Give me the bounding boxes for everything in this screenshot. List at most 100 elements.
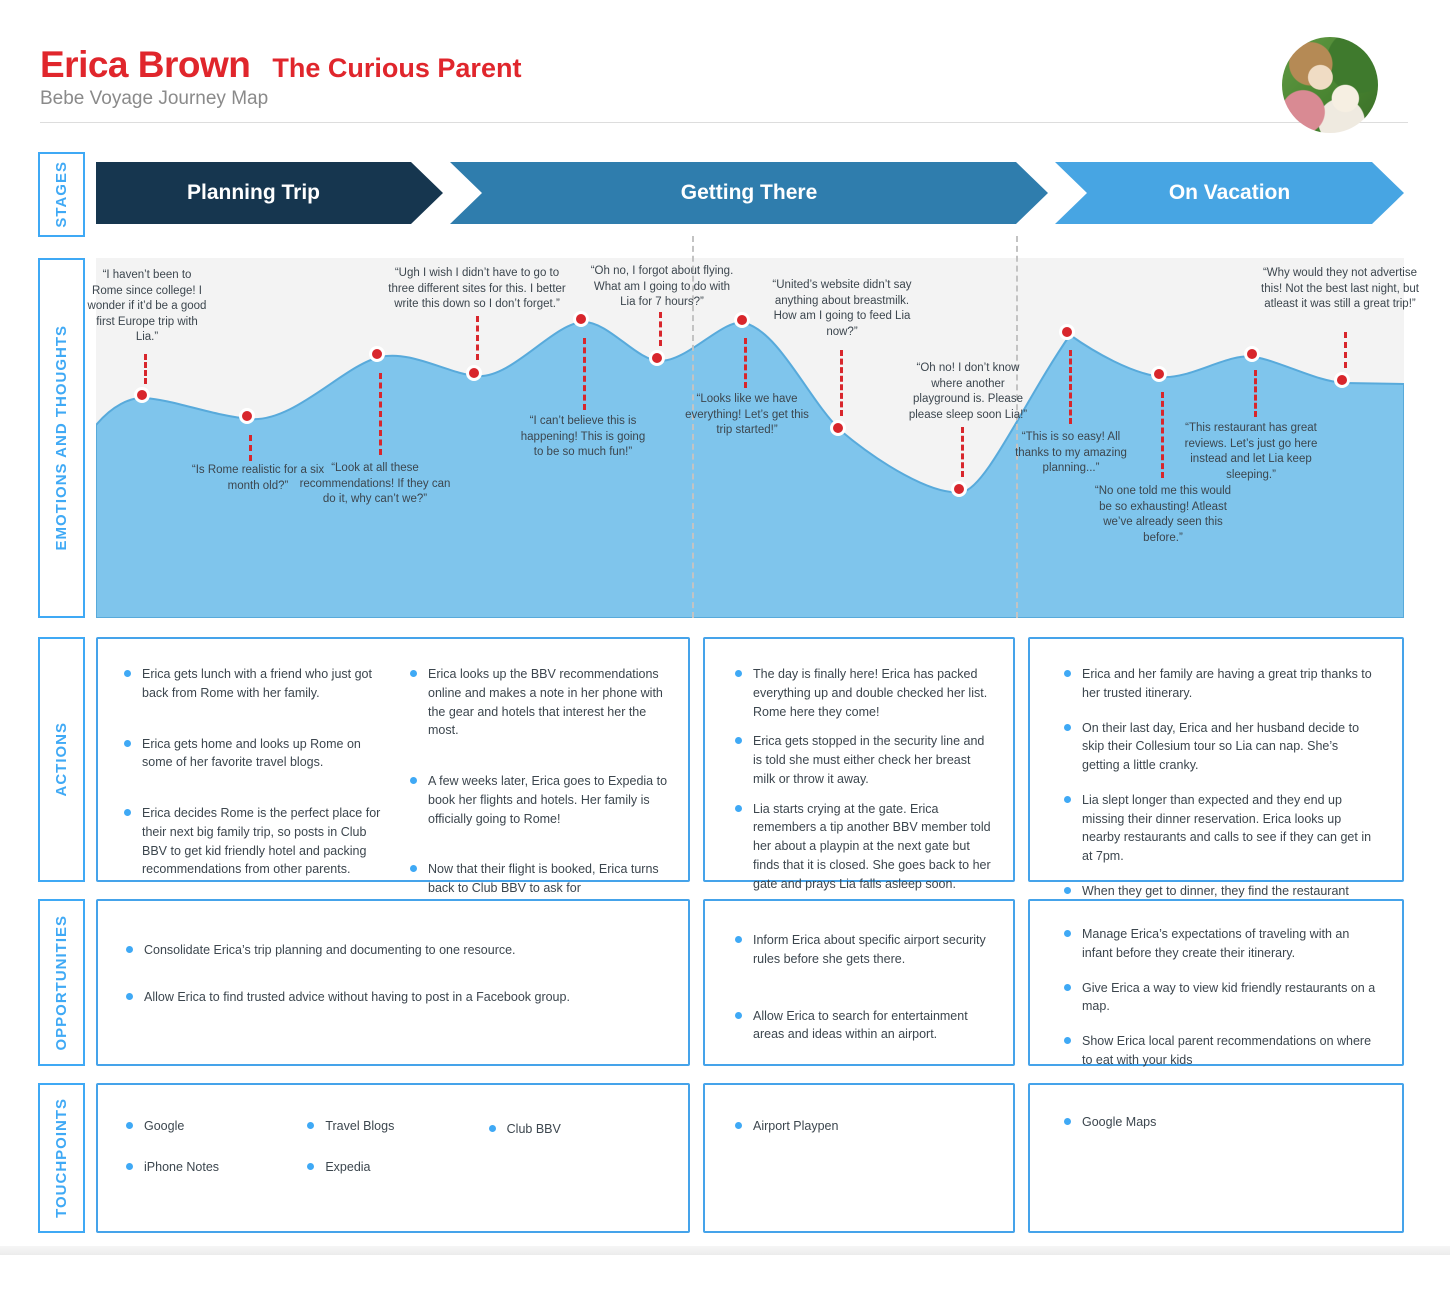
- stage-planning-trip: Planning Trip: [96, 162, 443, 224]
- bullet-icon: [488, 1125, 496, 1132]
- bullet-icon: [126, 1162, 133, 1170]
- quote-connector: [1254, 370, 1257, 417]
- opportunity-item: Give Erica a way to view kid friendly re…: [1064, 979, 1382, 1017]
- touchpoints-col: Travel Blogs Expedia: [307, 1117, 488, 1215]
- emotion-point: [239, 408, 255, 424]
- touchpoint-item: iPhone Notes: [126, 1158, 307, 1177]
- actions-on-vacation-box: Erica and her family are having a great …: [1028, 637, 1404, 935]
- actions-getting-there-box: The day is finally here! Erica has packe…: [703, 637, 1015, 891]
- emotion-point: [1151, 366, 1167, 382]
- bullet-icon: [124, 809, 131, 816]
- opportunity-item: Allow Erica to find trusted advice witho…: [126, 988, 670, 1007]
- quote-connector: [583, 338, 586, 410]
- actions-col: Erica gets lunch with a friend who just …: [124, 665, 384, 967]
- bullet-icon: [1064, 983, 1071, 991]
- emotion-point: [830, 420, 846, 436]
- actions-planning-box: Erica gets lunch with a friend who just …: [96, 637, 690, 933]
- action-item: Erica decides Rome is the perfect place …: [124, 804, 384, 879]
- emotion-quote: “This is so easy! All thanks to my amazi…: [1015, 431, 1127, 475]
- bullet-icon: [126, 992, 133, 1000]
- emotion-quote: “I haven’t been to Rome since college! I…: [87, 269, 207, 344]
- quote-connector: [1344, 332, 1347, 368]
- bullet-icon: [1064, 670, 1071, 677]
- bullet-icon: [1064, 795, 1071, 803]
- stage-boundary-line: [1016, 236, 1018, 618]
- action-item: Erica gets lunch with a friend who just …: [124, 665, 384, 703]
- action-item: A few weeks later, Erica goes to Expedia…: [410, 772, 670, 828]
- touchpoint-item: Club BBV: [488, 1120, 670, 1139]
- bullet-icon: [735, 1011, 742, 1019]
- quote-connector: [144, 354, 147, 384]
- stage-getting-there: Getting There: [450, 162, 1048, 224]
- persona-tagline: The Curious Parent: [272, 53, 522, 83]
- persona-name: Erica Brown: [40, 44, 251, 85]
- emotion-quote: “This restaurant has great reviews. Let’…: [1184, 422, 1318, 481]
- opportunity-item: Show Erica local parent recommendations …: [1064, 1032, 1382, 1070]
- bullet-icon: [735, 737, 742, 745]
- bullet-icon: [735, 804, 742, 812]
- row-label-emotions: EMOTIONS AND THOUGHTS: [38, 258, 85, 618]
- action-item: Erica looks up the BBV recommendations o…: [410, 665, 670, 740]
- quote-connector: [1161, 392, 1164, 478]
- touchpoint-item: Airport Playpen: [735, 1117, 995, 1136]
- bullet-icon: [1064, 886, 1071, 894]
- opportunity-item: Manage Erica’s expectations of traveling…: [1064, 925, 1382, 963]
- emotion-point: [1059, 324, 1075, 340]
- emotion-curve-panel: “I haven’t been to Rome since college! I…: [88, 236, 1419, 618]
- action-item: Lia slept longer than expected and they …: [1064, 791, 1378, 866]
- touchpoint-item: Google: [126, 1117, 307, 1136]
- canvas-bottom-edge: [0, 1246, 1450, 1255]
- touchpoint-item: Google Maps: [1064, 1113, 1384, 1132]
- emotion-quote: “Looks like we have everything! Let’s ge…: [685, 393, 809, 437]
- header: Erica Brown The Curious Parent: [40, 44, 521, 86]
- quote-connector: [379, 373, 382, 455]
- emotion-point: [951, 481, 967, 497]
- header-divider: [40, 122, 1408, 123]
- touchpoints-on-vacation-box: Google Maps: [1028, 1083, 1404, 1233]
- emotion-quote: “Oh no! I don’t know where another playg…: [908, 362, 1028, 421]
- emotion-point: [369, 346, 385, 362]
- action-item: The day is finally here! Erica has packe…: [735, 665, 995, 721]
- bullet-icon: [126, 1122, 133, 1129]
- emotion-quote: “Oh no, I forgot about flying. What am I…: [590, 265, 734, 309]
- opportunities-on-vacation-box: Manage Erica’s expectations of traveling…: [1028, 899, 1404, 1067]
- row-label-stages: STAGES: [38, 152, 85, 237]
- map-caption: Bebe Voyage Journey Map: [40, 88, 269, 109]
- action-item: Erica gets stopped in the security line …: [735, 732, 995, 788]
- bullet-icon: [1064, 930, 1071, 937]
- emotion-quote: “No one told me this would be so exhaust…: [1094, 485, 1232, 544]
- bullet-icon: [410, 670, 417, 677]
- bullet-icon: [126, 946, 133, 953]
- emotion-quote: “Why would they not advertise this! Not …: [1261, 267, 1419, 311]
- quote-connector: [1069, 350, 1072, 424]
- emotion-point: [734, 312, 750, 328]
- emotion-quote: “Look at all these recommendations! If t…: [299, 462, 451, 506]
- emotion-quote: “I can’t believe this is happening! This…: [520, 415, 646, 459]
- bullet-icon: [410, 777, 417, 784]
- row-label-touchpoints: TOUCHPOINTS: [38, 1083, 85, 1233]
- emotion-quote: “United’s website didn’t say anything ab…: [772, 279, 912, 338]
- row-label-actions: ACTIONS: [38, 637, 85, 882]
- touchpoints-getting-there-box: Airport Playpen: [703, 1083, 1015, 1233]
- quote-connector: [659, 312, 662, 346]
- row-label-opportunities: OPPORTUNITIES: [38, 899, 85, 1066]
- bullet-icon: [307, 1122, 315, 1129]
- action-item: Lia starts crying at the gate. Erica rem…: [735, 800, 995, 894]
- bullet-icon: [410, 865, 417, 873]
- bullet-icon: [735, 670, 742, 677]
- action-item: On their last day, Erica and her husband…: [1064, 719, 1378, 775]
- emotion-quote: “Ugh I wish I didn’t have to go to three…: [388, 267, 566, 311]
- opportunities-getting-there-box: Inform Erica about specific airport secu…: [703, 899, 1015, 1066]
- stage-boundary-line: [692, 236, 694, 618]
- touchpoint-item: Expedia: [307, 1158, 488, 1177]
- quote-connector: [249, 435, 252, 461]
- touchpoints-col: Google iPhone Notes: [126, 1117, 307, 1215]
- emotion-point: [466, 365, 482, 381]
- emotion-point: [1334, 372, 1350, 388]
- action-item: Erica and her family are having a great …: [1064, 665, 1378, 703]
- persona-avatar: [1282, 37, 1378, 133]
- stages-row: Planning Trip Getting There On Vacation: [96, 162, 1404, 224]
- opportunity-item: Consolidate Erica’s trip planning and do…: [126, 941, 670, 960]
- emotion-point: [1244, 346, 1260, 362]
- bullet-icon: [735, 936, 742, 943]
